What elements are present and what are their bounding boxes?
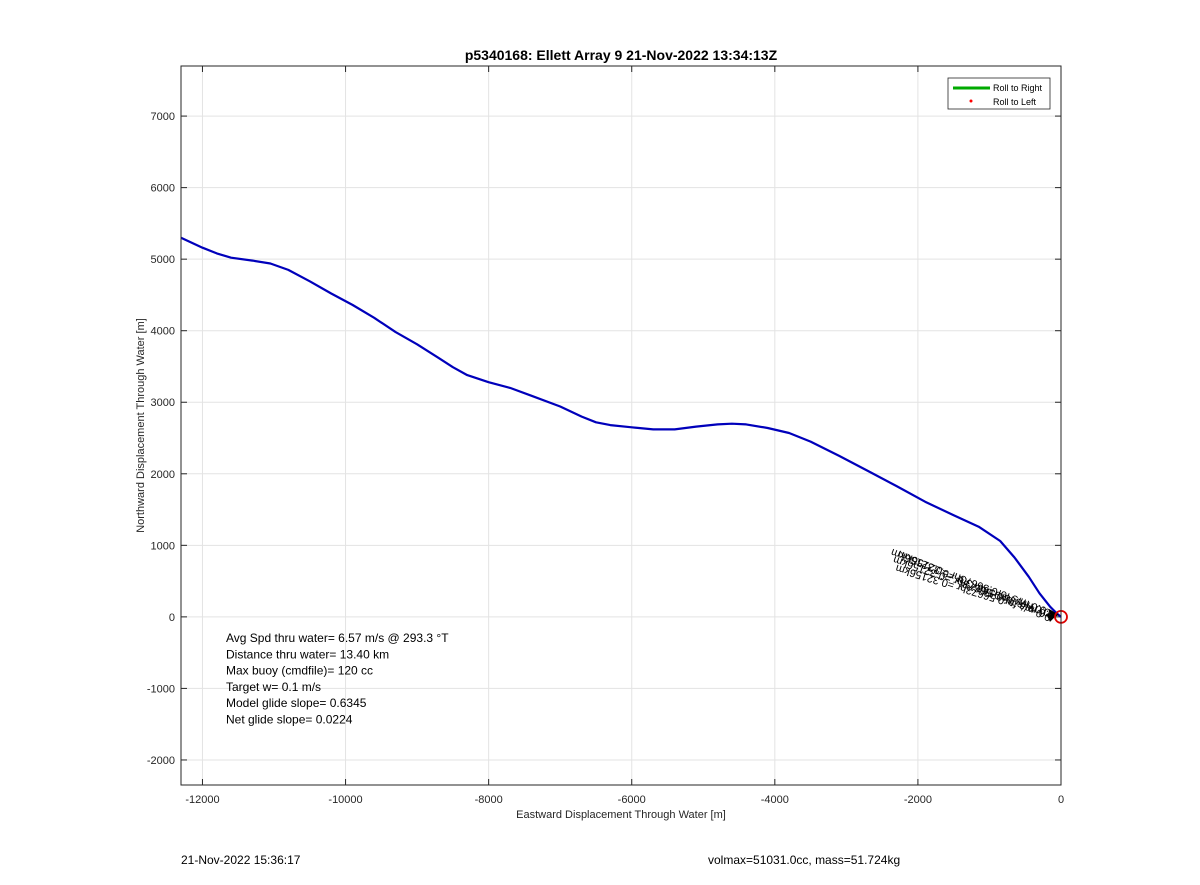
y-tick-label: 2000 (151, 469, 175, 481)
stats-line: Distance thru water= 13.40 km (226, 647, 389, 661)
stats-line: Target w= 0.1 m/s (226, 680, 321, 694)
y-tick-label: 5000 (151, 254, 175, 266)
y-tick-label: 7000 (151, 111, 175, 123)
y-tick-label: 0 (169, 612, 175, 624)
y-tick-label: 1000 (151, 540, 175, 552)
x-tick-label: -12000 (185, 794, 219, 806)
legend: Roll to Right Roll to Left (947, 77, 1051, 110)
axes-frame (180, 65, 1062, 786)
legend-label-roll-left: Roll to Left (993, 97, 1037, 107)
y-tick-label: -2000 (147, 755, 175, 767)
series-line-track (180, 236, 1062, 618)
grid-lines (181, 66, 1062, 785)
stats-line: Avg Spd thru water= 6.57 m/s @ 293.3 °T (226, 631, 449, 645)
y-tick-label: -1000 (147, 683, 175, 695)
legend-swatch-roll-left (969, 99, 973, 103)
y-axis-ticks: -2000 -1000 0 1000 2000 3000 4000 5000 6000 7000 (147, 111, 1061, 767)
y-tick-label: 6000 (151, 183, 175, 195)
x-tick-label: 0 (1058, 794, 1064, 806)
stats-line: Model glide slope= 0.6345 (226, 696, 367, 710)
y-tick-label: 3000 (151, 397, 175, 409)
legend-label-roll-right: Roll to Right (993, 83, 1043, 93)
stats-text-block: Avg Spd thru water= 6.57 m/s @ 293.3 °T D… (226, 631, 449, 727)
footer-timestamp: 21-Nov-2022 15:36:17 (181, 853, 301, 867)
x-tick-label: -10000 (328, 794, 362, 806)
stats-line: Max buoy (cmdfile)= 120 cc (226, 664, 373, 678)
x-tick-label: -2000 (904, 794, 932, 806)
stats-line: Net glide slope= 0.0224 (226, 713, 353, 727)
x-tick-label: -6000 (618, 794, 646, 806)
x-axis-ticks: -12000 -10000 -8000 -6000 -4000 -2000 0 (185, 66, 1064, 806)
footer-volmax-mass: volmax=51031.0cc, mass=51.724kg (708, 853, 901, 867)
x-tick-label: -8000 (475, 794, 503, 806)
y-tick-label: 4000 (151, 326, 175, 338)
x-axis-label: Eastward Displacement Through Water [m] (516, 809, 726, 821)
legend-box (947, 77, 1051, 110)
y-axis-label: Northward Displacement Through Water [m] (135, 318, 147, 533)
chart-title: p5340168: Ellett Array 9 21-Nov-2022 13:… (465, 47, 778, 63)
x-tick-label: -4000 (761, 794, 789, 806)
track-arrow-head (1046, 613, 1055, 622)
